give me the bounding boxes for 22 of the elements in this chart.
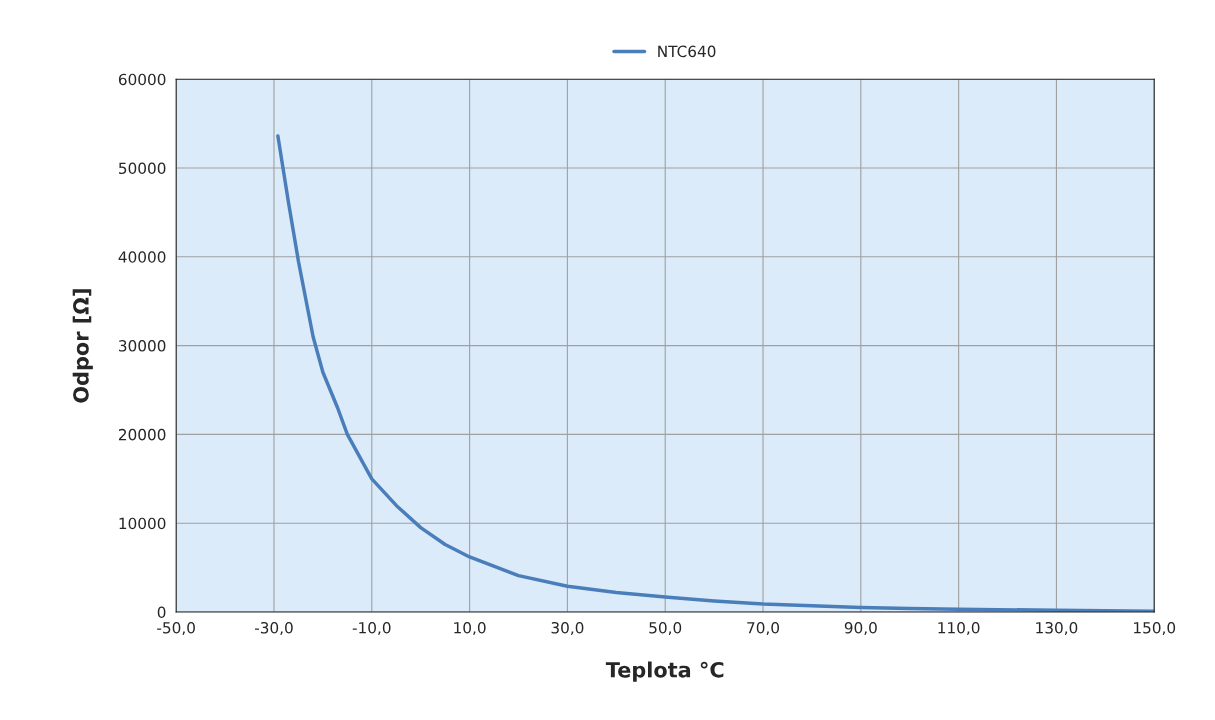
x-tick-label: -30,0	[254, 621, 293, 636]
y-tick-label: 60000	[118, 73, 166, 86]
y-tick-label: 30000	[119, 340, 166, 352]
y-tick-label: 40000	[118, 251, 166, 263]
x-tick-label: -50,0	[157, 621, 195, 636]
y-tick-label: 0	[157, 606, 166, 619]
x-tick-label: 70,0	[747, 621, 780, 636]
y-tick-label: 20000	[118, 428, 166, 441]
legend-label: NTC640	[658, 45, 716, 58]
x-tick-label: 110,0	[938, 621, 980, 636]
x-tick-label: 150,0	[1134, 621, 1176, 636]
x-tick-label: 30,0	[551, 621, 584, 636]
line-series	[276, 134, 1155, 612]
x-tick-label: 50,0	[649, 621, 682, 636]
y-tick-label: 10000	[119, 517, 166, 530]
y-tick-label: 50000	[119, 162, 166, 175]
y-axis-title: Odpor [Ω]	[72, 289, 93, 403]
x-tick-label: 10,0	[454, 621, 486, 636]
x-tick-label: 90,0	[844, 621, 877, 636]
x-tick-label: -10,0	[352, 621, 391, 636]
x-axis-title: Teplota °C	[605, 661, 724, 682]
x-tick-label: 130,0	[1036, 621, 1078, 636]
